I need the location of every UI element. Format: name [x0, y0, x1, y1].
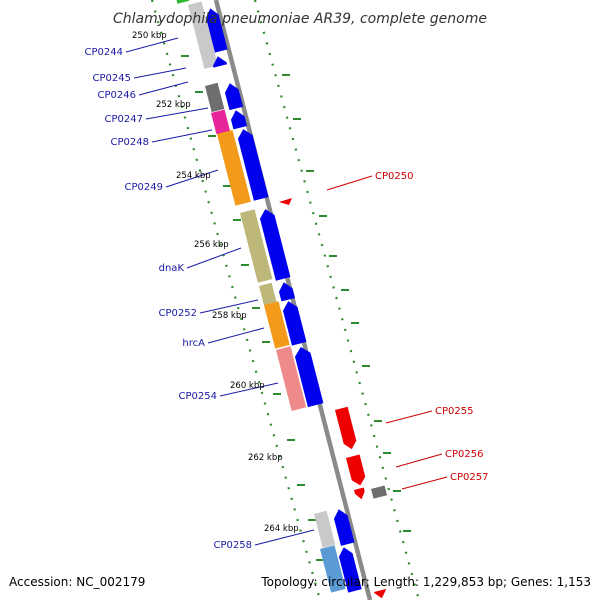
- leader-line-forward: [138, 81, 189, 96]
- feature-segment-0: [176, 0, 190, 4]
- leader-line-forward: [165, 169, 219, 188]
- gene-label-forward: CP0254: [179, 391, 217, 402]
- leader-line-forward: [133, 67, 187, 79]
- map-title: Chlamydophila pneumoniae AR39, complete …: [113, 11, 487, 27]
- kbp-tick-label: 262 kbp: [248, 453, 283, 463]
- leader-line-reverse: [395, 453, 443, 468]
- gene-label-forward: CP0244: [85, 47, 123, 58]
- forward-cds-arrow-5: [259, 209, 291, 281]
- reverse-cds-arrow-2: [354, 487, 365, 500]
- leader-line-reverse: [326, 175, 373, 191]
- kbp-tick-label: 250 kbp: [132, 31, 167, 41]
- genome-backbone-line: [213, 0, 373, 600]
- genome-backbone-track: [213, 0, 373, 600]
- kbp-tick-layer: 250 kbp 252 kbp 254 kbp 256 kbp 258 kbp 260 k…: [132, 31, 299, 534]
- cds-arrow-track: [205, 8, 388, 599]
- reverse-cds-arrow-1: [346, 454, 366, 486]
- gene-label-reverse: CP0257: [450, 472, 488, 483]
- leader-line-forward: [145, 107, 209, 120]
- forward-cds-arrow-7: [282, 301, 307, 346]
- leader-line-forward: [186, 247, 242, 269]
- forward-cds-arrow-10: [338, 547, 362, 593]
- accession-text: Accession: NC_002179: [9, 575, 145, 589]
- leader-line-reverse: [401, 476, 448, 490]
- gene-label-reverse: CP0255: [435, 406, 473, 417]
- kbp-tick-label: 264 kbp: [264, 524, 299, 534]
- kbp-tick-label: 260 kbp: [230, 381, 265, 391]
- feature-segment-4: [217, 130, 251, 206]
- forward-cds-arrow-4: [237, 129, 269, 201]
- leader-line-forward: [219, 382, 279, 397]
- feature-segment-3: [211, 109, 231, 135]
- gene-label-forward: CP0247: [105, 114, 143, 125]
- kbp-tick-label: 256 kbp: [194, 240, 229, 250]
- forward-cds-arrow-3: [230, 110, 248, 130]
- forward-cds-arrow-1: [212, 56, 228, 68]
- leader-line-forward: [125, 37, 179, 53]
- genome-summary-text: Topology: circular; Length: 1,229,853 bp…: [260, 575, 591, 589]
- feature-segment-6: [258, 282, 277, 306]
- reverse-cds-marker: [279, 198, 292, 205]
- kbp-tick-label: 252 kbp: [156, 100, 191, 110]
- feature-segment-9: [313, 510, 336, 548]
- leader-line-forward: [199, 299, 259, 314]
- reverse-cds-arrow-3: [374, 589, 386, 599]
- forward-cds-arrow-0: [205, 8, 228, 53]
- forward-cds-arrow-9: [333, 509, 355, 546]
- kbp-tick-label: 254 kbp: [176, 171, 211, 181]
- feature-segment-10: [320, 545, 346, 593]
- forward-cds-arrow-2: [224, 83, 244, 111]
- leader-line-forward: [254, 529, 315, 546]
- gene-label-forward: CP0248: [111, 137, 149, 148]
- gene-label-forward: CP0245: [93, 73, 131, 84]
- feature-segment-5: [239, 209, 273, 283]
- gc-dashed-line-1: [253, 0, 421, 600]
- reverse-cds-arrow-0: [335, 406, 357, 450]
- kbp-tick-label: 258 kbp: [212, 311, 247, 321]
- leader-line-forward: [207, 327, 265, 344]
- feature-background-track: [176, 0, 346, 593]
- gene-label-forward: CP0249: [125, 182, 163, 193]
- feature-segment-7: [264, 301, 290, 349]
- leader-line-reverse: [385, 410, 433, 424]
- gene-label-layer: CP0244 CP0245 CP0246 CP0247 CP0248 CP0249 dnaK…: [85, 47, 489, 551]
- gene-label-forward: dnaK: [159, 263, 185, 274]
- gene-label-forward: hrcA: [182, 338, 205, 349]
- gene-label-forward: CP0246: [98, 90, 136, 101]
- label-leader-lines: [125, 37, 448, 546]
- gc-content-track: [150, 0, 421, 600]
- feature-segment-2: [205, 82, 225, 113]
- feature-segment-8: [276, 346, 307, 412]
- forward-cds-arrow-8: [294, 347, 324, 408]
- gene-label-reverse: CP0250: [375, 171, 413, 182]
- leader-line-forward: [151, 129, 213, 143]
- gene-label-reverse: CP0256: [445, 449, 483, 460]
- gene-label-forward: CP0258: [214, 540, 252, 551]
- forward-cds-arrow-6: [278, 282, 296, 302]
- gene-label-forward: CP0252: [159, 308, 197, 319]
- feature-segment-1: [188, 1, 218, 69]
- reverse-feature-block: [371, 485, 388, 499]
